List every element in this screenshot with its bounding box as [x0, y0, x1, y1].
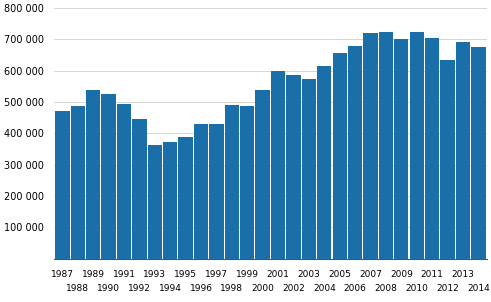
Bar: [178, 137, 193, 259]
Bar: [55, 111, 70, 259]
Bar: [348, 46, 362, 259]
Bar: [86, 91, 100, 259]
Bar: [255, 91, 270, 259]
Text: 2008: 2008: [375, 284, 397, 293]
Text: 1987: 1987: [51, 270, 74, 279]
Text: 1988: 1988: [66, 284, 89, 293]
Bar: [394, 40, 409, 259]
Text: 1990: 1990: [97, 284, 120, 293]
Bar: [209, 124, 223, 259]
Bar: [240, 106, 254, 259]
Text: 1998: 1998: [220, 284, 244, 293]
Text: 2014: 2014: [467, 284, 490, 293]
Bar: [194, 124, 208, 259]
Text: 2000: 2000: [251, 284, 274, 293]
Bar: [117, 104, 131, 259]
Text: 2009: 2009: [390, 270, 413, 279]
Text: 2010: 2010: [405, 284, 428, 293]
Text: 1996: 1996: [190, 284, 213, 293]
Text: 1993: 1993: [143, 270, 166, 279]
Bar: [456, 42, 470, 259]
Bar: [71, 106, 85, 259]
Bar: [471, 47, 486, 259]
Bar: [102, 94, 116, 259]
Text: 1989: 1989: [82, 270, 105, 279]
Text: 1995: 1995: [174, 270, 197, 279]
Bar: [148, 145, 162, 259]
Text: 2001: 2001: [267, 270, 290, 279]
Text: 2011: 2011: [421, 270, 443, 279]
Bar: [317, 66, 331, 259]
Bar: [379, 32, 393, 259]
Text: 1992: 1992: [128, 284, 151, 293]
Text: 2004: 2004: [313, 284, 336, 293]
Bar: [363, 33, 378, 259]
Bar: [225, 104, 239, 259]
Text: 2006: 2006: [344, 284, 367, 293]
Text: 2003: 2003: [298, 270, 320, 279]
Bar: [132, 119, 147, 259]
Bar: [409, 32, 424, 259]
Text: 2005: 2005: [328, 270, 351, 279]
Bar: [332, 53, 347, 259]
Bar: [286, 76, 300, 259]
Text: 2002: 2002: [282, 284, 305, 293]
Text: 2007: 2007: [359, 270, 382, 279]
Bar: [301, 79, 316, 259]
Text: 1999: 1999: [236, 270, 259, 279]
Text: 2013: 2013: [452, 270, 474, 279]
Bar: [425, 38, 439, 259]
Text: 1997: 1997: [205, 270, 228, 279]
Bar: [440, 60, 455, 259]
Bar: [163, 143, 177, 259]
Bar: [271, 71, 285, 259]
Text: 1991: 1991: [112, 270, 136, 279]
Text: 2012: 2012: [436, 284, 459, 293]
Text: 1994: 1994: [159, 284, 182, 293]
